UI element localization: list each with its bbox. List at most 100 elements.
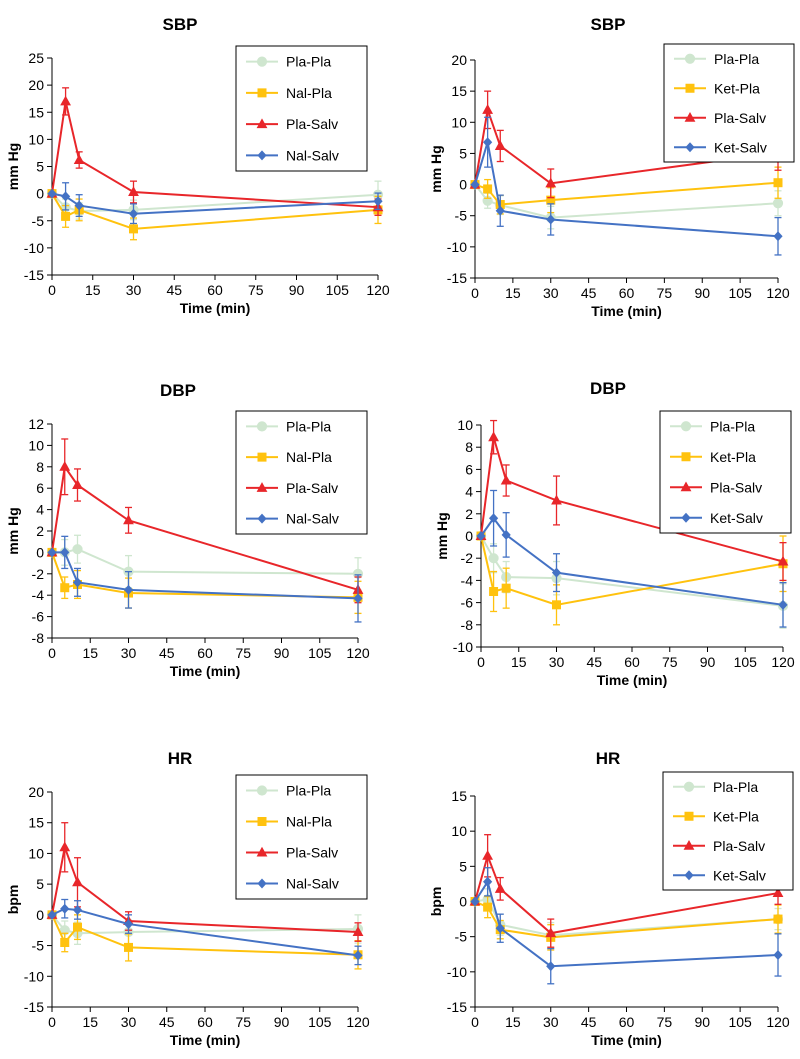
legend-label: Pla-Pla — [286, 418, 331, 434]
x-tick-label: 45 — [159, 645, 175, 661]
y-tick-label: -5 — [455, 208, 468, 224]
data-point — [73, 922, 82, 932]
data-point — [773, 949, 783, 960]
legend-marker — [256, 785, 268, 796]
y-tick-label: 15 — [28, 815, 44, 831]
legend-entry: Pla-Salv — [670, 479, 762, 495]
chart-panel-6: HR -15 -10 -5 0 5 10 15 0 15 30 45 60 75 90 105 120 Time … — [428, 749, 794, 1048]
data-point — [482, 104, 494, 114]
legend-marker — [256, 846, 268, 857]
x-tick-label: 75 — [662, 654, 678, 670]
data-point — [483, 876, 493, 887]
x-tick-label: 90 — [274, 645, 290, 661]
x-tick-label: 45 — [166, 282, 182, 298]
legend-marker — [257, 878, 267, 889]
x-tick-label: 60 — [619, 1014, 635, 1030]
legend-box — [659, 410, 792, 534]
y-tick-label: 0 — [459, 177, 467, 193]
legend-entry: Pla-Pla — [246, 54, 331, 70]
legend-entry: Pla-Salv — [674, 110, 766, 126]
x-tick-label: 120 — [766, 285, 790, 301]
x-tick-label: 0 — [48, 645, 56, 661]
series-ket-salv — [476, 489, 788, 628]
y-tick-label: 10 — [451, 823, 467, 839]
legend-label: Pla-Pla — [714, 51, 759, 67]
x-tick-label: 30 — [543, 1014, 559, 1030]
legend-marker — [685, 83, 695, 93]
y-tick-label: -10 — [24, 968, 44, 984]
legend-label: Ket-Pla — [710, 449, 756, 465]
series-nal-salv — [47, 182, 383, 225]
x-tick-label: 120 — [366, 282, 390, 298]
data-point — [772, 887, 784, 898]
y-tick-label: 0 — [459, 894, 467, 910]
legend-entry: Nal-Salv — [246, 876, 339, 892]
y-tick-label: 25 — [28, 50, 44, 66]
legend-box — [235, 45, 368, 172]
legend-entry: Nal-Salv — [246, 147, 339, 163]
chart-title: HR — [168, 749, 193, 768]
legend-label: Nal-Salv — [286, 511, 339, 527]
legend-marker — [257, 452, 267, 462]
data-point — [495, 923, 505, 934]
y-tick-label: 10 — [457, 417, 473, 433]
y-tick-label: -4 — [32, 587, 45, 603]
legend-label: Nal-Pla — [286, 85, 332, 101]
chart-title: DBP — [160, 381, 196, 400]
x-axis-label: Time (min) — [591, 1032, 662, 1048]
data-point — [60, 547, 70, 558]
legend-label: Nal-Salv — [286, 876, 339, 892]
data-point — [551, 494, 562, 505]
x-tick-label: 45 — [159, 1014, 175, 1030]
y-tick-label: 8 — [36, 459, 44, 475]
legend-marker — [257, 150, 267, 161]
x-tick-label: 105 — [308, 1014, 332, 1030]
chart-title: DBP — [590, 379, 626, 398]
series-pla-pla — [469, 888, 784, 949]
legend-marker — [684, 870, 694, 881]
data-point — [72, 904, 83, 915]
y-tick-label: -5 — [32, 938, 45, 954]
legend-label: Ket-Salv — [713, 867, 766, 883]
y-tick-label: -10 — [447, 239, 467, 255]
data-point — [123, 919, 134, 930]
data-point — [470, 179, 480, 190]
series-pla-pla — [469, 179, 784, 230]
legend-marker — [681, 452, 691, 462]
x-axis-label: Time (min) — [591, 303, 662, 319]
data-point — [72, 876, 83, 887]
data-point — [353, 950, 363, 961]
legend-marker — [257, 817, 267, 826]
legend-entry: Pla-Salv — [673, 838, 765, 854]
x-tick-label: 60 — [197, 1014, 213, 1030]
y-tick-label: 5 — [36, 876, 44, 892]
legend-label: Ket-Pla — [713, 808, 759, 824]
data-point — [488, 431, 499, 442]
y-tick-label: -6 — [461, 595, 474, 611]
legend-box — [662, 771, 794, 891]
y-tick-label: -5 — [455, 929, 468, 945]
data-point — [352, 926, 364, 937]
y-tick-label: 6 — [465, 461, 473, 477]
y-tick-label: 20 — [28, 784, 44, 800]
x-tick-label: 60 — [207, 282, 223, 298]
legend-label: Pla-Pla — [710, 418, 755, 434]
legend-marker — [256, 482, 268, 492]
x-tick-label: 105 — [308, 645, 332, 661]
legend-label: Pla-Salv — [286, 116, 338, 132]
legend-entry: Nal-Pla — [246, 85, 332, 101]
y-tick-label: 20 — [451, 52, 467, 68]
data-point — [47, 909, 57, 920]
legend-marker — [684, 811, 694, 821]
x-tick-label: 120 — [766, 1014, 790, 1030]
x-tick-label: 120 — [346, 1014, 370, 1030]
data-point — [552, 600, 561, 610]
x-tick-label: 60 — [197, 645, 213, 661]
data-point — [545, 927, 557, 938]
y-tick-label: 2 — [465, 506, 473, 522]
x-tick-label: 105 — [734, 654, 758, 670]
x-tick-label: 75 — [248, 282, 264, 298]
y-tick-label: 10 — [28, 845, 44, 861]
data-point — [546, 961, 556, 972]
